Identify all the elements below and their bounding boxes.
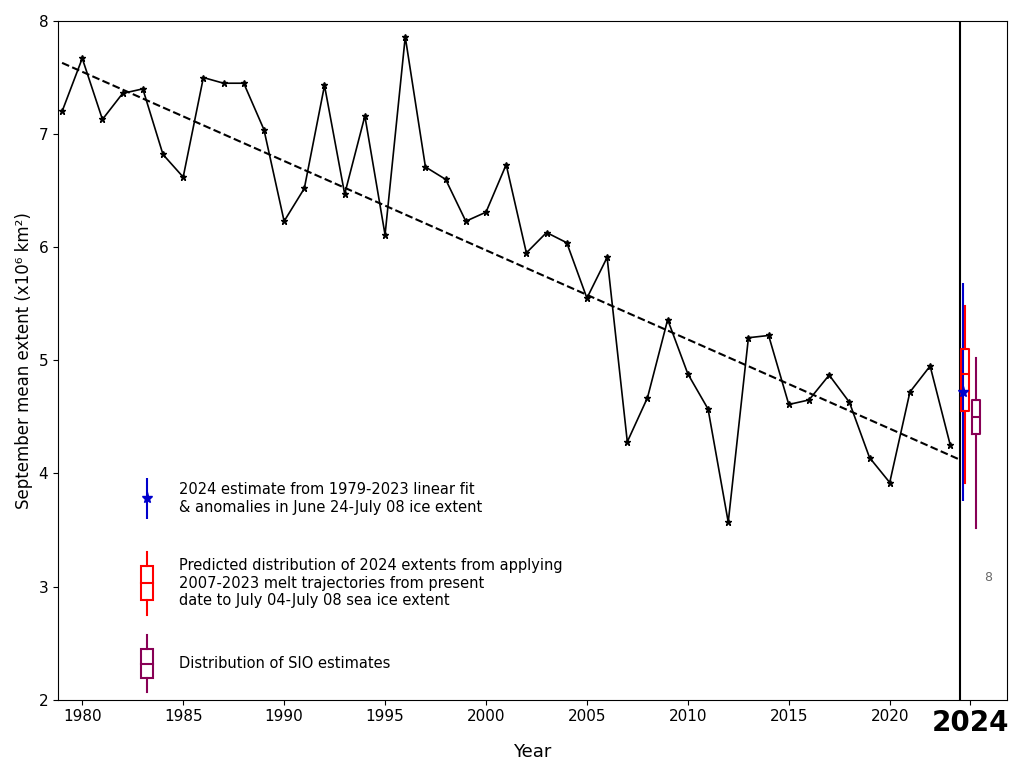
Text: Predicted distribution of 2024 extents from applying
2007-2023 melt trajectories: Predicted distribution of 2024 extents f… [179,558,562,608]
Text: Distribution of SIO estimates: Distribution of SIO estimates [179,656,390,671]
Text: 8: 8 [984,571,992,584]
X-axis label: Year: Year [513,743,552,761]
Text: 2024 estimate from 1979-2023 linear fit
& anomalies in June 24-July 08 ice exten: 2024 estimate from 1979-2023 linear fit … [179,482,482,514]
Y-axis label: September mean extent (x10⁶ km²): September mean extent (x10⁶ km²) [15,212,33,509]
